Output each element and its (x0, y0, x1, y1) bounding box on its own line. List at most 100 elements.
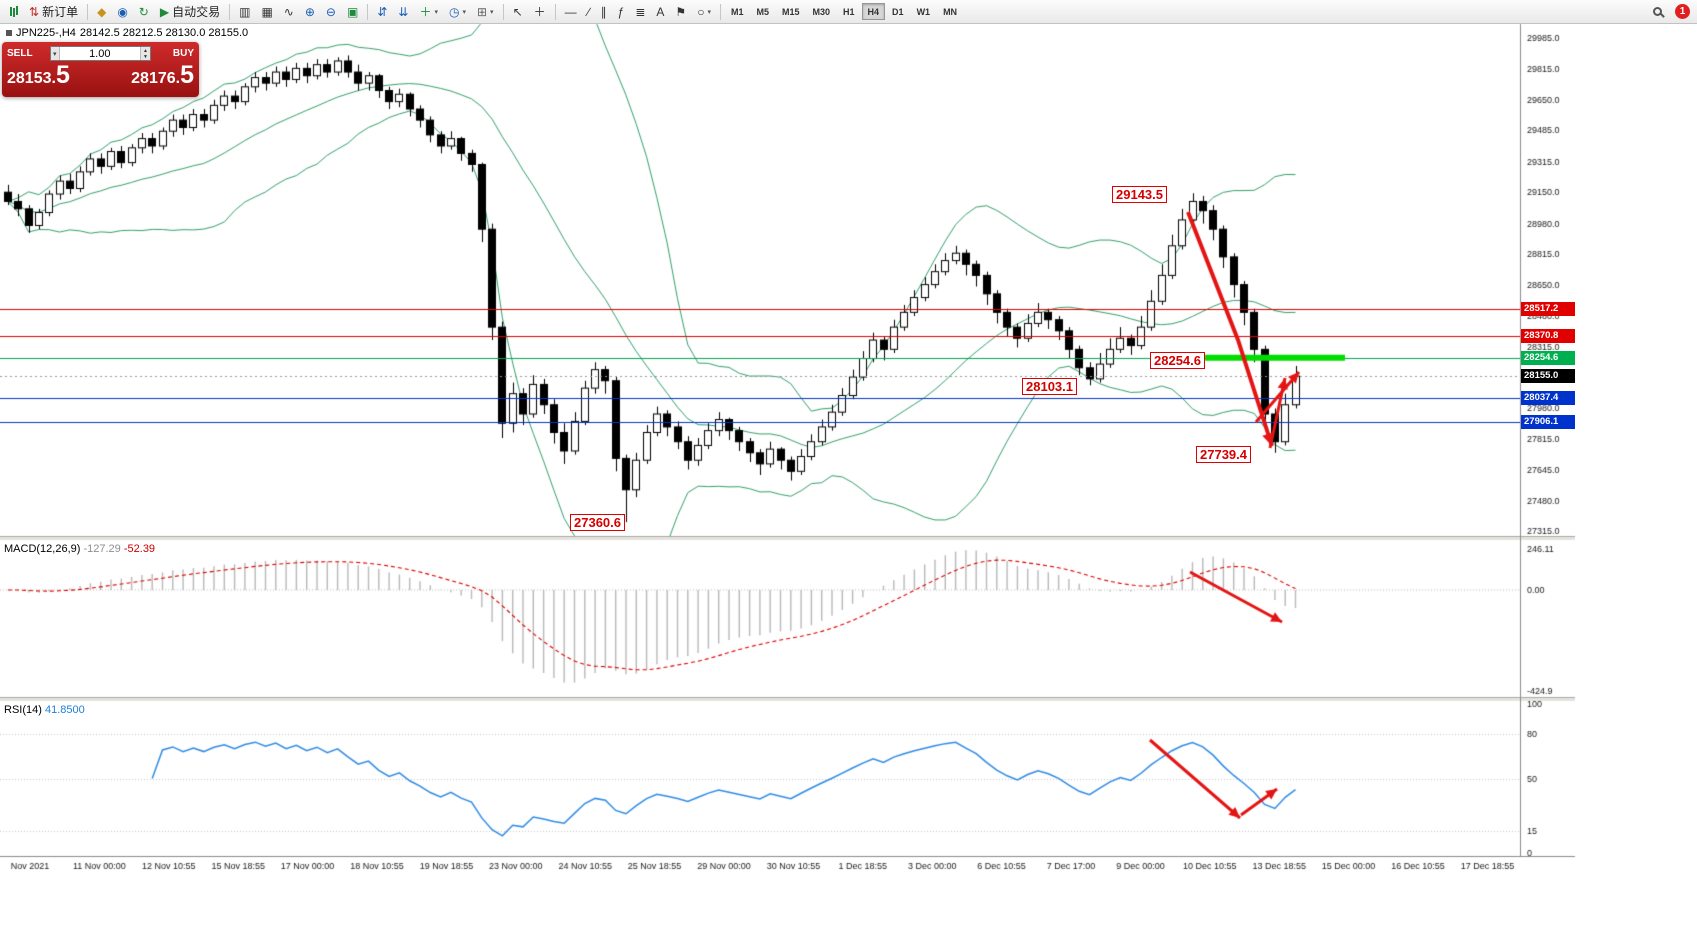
candle-chart-button[interactable]: ▦ (256, 2, 277, 22)
channel-icon: ∥ (600, 4, 607, 19)
buy-label: BUY (172, 48, 194, 59)
price-tag-current-price: 28155.0 (1521, 369, 1575, 384)
text-button[interactable]: A (651, 2, 669, 22)
autotrading-label: 自动交易 (172, 5, 221, 19)
new-order-button[interactable]: ⇅ 新订单 (24, 2, 83, 22)
tile-windows-icon: ▣ (346, 4, 359, 19)
autotrading-button[interactable]: ▶ 自动交易 (155, 2, 225, 22)
metaquotes-services-button[interactable]: ◆ (92, 2, 111, 22)
periods-button[interactable]: ◷ ▾ (444, 2, 471, 22)
templates-button[interactable]: ⊞ ▾ (472, 2, 499, 22)
ohlc-header: JPN225-,H4 28142.5 28212.5 28130.0 28155… (6, 27, 248, 39)
toolbar: ⇅ 新订单 ◆ ◉ ↻ ▶ 自动交易 ▥ ▦ ∿ ⊕ ⊖ ▣ ⇵ ⇊ ＋ ▾ ◷ ▾… (0, 0, 1697, 24)
accounts-button[interactable]: ◉ (112, 2, 132, 22)
rsi-value: 41.8500 (44, 704, 85, 716)
timeframe-d1[interactable]: D1 (886, 3, 910, 20)
price-annotation-bottom[interactable]: 27360.6 (570, 514, 625, 531)
trendline-button[interactable]: ∕ (583, 2, 595, 22)
zoom-in-button[interactable]: ⊕ (300, 2, 320, 22)
volume-input[interactable] (59, 47, 141, 60)
account-icon: ◉ (117, 4, 128, 19)
buy-button[interactable]: 28176. 5 (131, 63, 194, 88)
crosshair-button[interactable]: ＋ (529, 2, 551, 22)
macd-value: -127.29 (83, 543, 121, 555)
macd-title: MACD(12,26,9) -127.29 -52.39 (4, 543, 155, 555)
price-tag-resistance-1: 28517.2 (1521, 302, 1575, 317)
timeframe-mn[interactable]: MN (937, 3, 963, 20)
trade-panel-top-row: SELL ▾ ▲▼ BUY (7, 45, 194, 62)
refresh-icon: ↻ (138, 4, 149, 19)
arrange-down-button[interactable]: ⇊ (393, 2, 413, 22)
chart-window-button[interactable] (5, 2, 23, 22)
timeframe-m5[interactable]: M5 (750, 3, 775, 20)
ohlc-values: 28142.5 28212.5 28130.0 28155.0 (79, 27, 249, 39)
shapes-button[interactable]: ○ ▾ (692, 2, 716, 22)
sell-price-pip: 5 (55, 61, 70, 89)
label-button[interactable]: ⚑ (670, 2, 691, 22)
stepper-up-icon[interactable]: ▲ (143, 47, 148, 54)
sort-arrows-icon: ⇊ (398, 4, 409, 19)
arrange-up-button[interactable]: ⇵ (372, 2, 392, 22)
text-tool-icon: A (656, 4, 665, 19)
fibonacci-icon: ƒ (617, 4, 625, 19)
sell-button[interactable]: 28153. 5 (7, 63, 70, 88)
symbol-icon (6, 30, 12, 36)
volume-dropdown-icon[interactable]: ▾ (51, 47, 60, 60)
price-tag-resistance-2: 28370.8 (1521, 329, 1575, 344)
indicators-button[interactable]: ＋ ▾ (414, 2, 443, 22)
timeframe-h4[interactable]: H4 (861, 3, 886, 20)
play-icon: ▶ (159, 4, 170, 19)
chevron-down-icon: ▾ (462, 8, 466, 16)
zoom-in-icon: ⊕ (304, 4, 315, 19)
zoom-out-icon: ⊖ (325, 4, 336, 19)
price-tag-support-blue-2: 27906.1 (1521, 415, 1575, 430)
timeframe-h1[interactable]: H1 (837, 3, 861, 20)
search-button[interactable] (1648, 2, 1667, 22)
chevron-down-icon: ▾ (490, 8, 494, 16)
refresh-button[interactable]: ↻ (134, 2, 154, 22)
stepper-down-icon[interactable]: ▼ (143, 53, 148, 60)
notification-badge[interactable]: 1 (1675, 4, 1690, 19)
zoom-out-button[interactable]: ⊖ (321, 2, 341, 22)
chevron-down-icon: ▾ (434, 8, 438, 16)
volume-field[interactable]: ▾ ▲▼ (50, 46, 151, 61)
symbol-timeframe: JPN225-,H4 (16, 27, 76, 39)
one-click-trading-panel: SELL ▾ ▲▼ BUY 28153.5 28176.5 (2, 42, 199, 97)
line-chart-button[interactable]: ∿ (279, 2, 299, 22)
horizontal-line-icon: — (564, 4, 577, 19)
plus-icon: ＋ (419, 4, 432, 19)
timeframe-w1[interactable]: W1 (911, 3, 937, 20)
price-tag-support-green: 28254.6 (1521, 350, 1575, 365)
timeframe-m30[interactable]: M30 (807, 3, 837, 20)
price-annotation-high[interactable]: 29143.5 (1112, 186, 1167, 203)
toolbar-separator (367, 3, 369, 20)
candlestick-icon (10, 7, 12, 16)
price-annotation-pullback[interactable]: 28103.1 (1022, 378, 1077, 395)
cursor-button[interactable]: ↖ (508, 2, 528, 22)
shapes-icon: ○ (697, 4, 705, 19)
clock-icon: ◷ (448, 4, 460, 19)
crosshair-icon: ＋ (533, 4, 546, 19)
equalizer-button[interactable]: ≣ (630, 2, 650, 22)
toolbar-separator (229, 3, 231, 20)
timeframe-m15[interactable]: M15 (776, 3, 806, 20)
line-chart-icon: ∿ (283, 4, 294, 19)
trade-panel-price-row: 28153. 5 28176. 5 (7, 63, 194, 88)
channel-button[interactable]: ∥ (596, 2, 612, 22)
candle-chart-icon: ▦ (261, 4, 273, 19)
price-annotation-crash-low[interactable]: 27739.4 (1196, 446, 1251, 463)
timeframe-m1[interactable]: M1 (725, 3, 750, 20)
bar-chart-button[interactable]: ▥ (234, 2, 255, 22)
price-annotation-support[interactable]: 28254.6 (1150, 352, 1205, 369)
volume-stepper[interactable]: ▲ ▼ (140, 47, 150, 60)
toolbar-separator (554, 3, 556, 20)
fibonacci-button[interactable]: ƒ (613, 2, 630, 22)
trendline-icon: ∕ (587, 4, 590, 19)
rsi-label: RSI(14) (4, 704, 42, 716)
search-icon (1653, 7, 1662, 16)
price-tag-support-blue-1: 28037.4 (1521, 390, 1575, 405)
tile-windows-button[interactable]: ▣ (342, 2, 363, 22)
hline-button[interactable]: — (560, 2, 582, 22)
levels-icon: ≣ (635, 4, 646, 19)
